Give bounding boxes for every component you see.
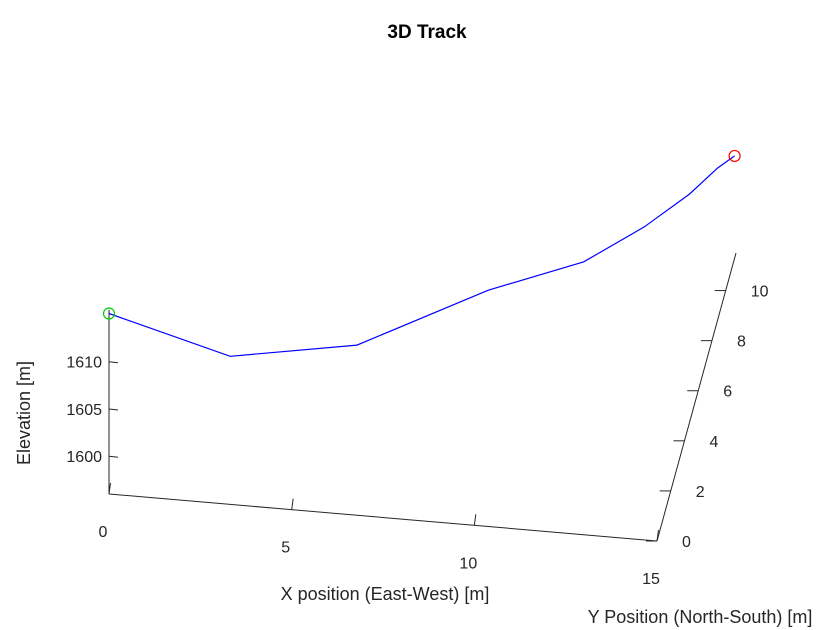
z-tick-label: 1610 — [66, 355, 102, 372]
y-tick-label: 10 — [751, 284, 769, 301]
axes — [108, 252, 737, 542]
z-tick-mark — [108, 361, 119, 364]
y-tick-label: 6 — [723, 384, 732, 401]
x-tick-label: 10 — [459, 555, 477, 572]
x-tick-mark — [291, 498, 294, 510]
y-tick-label: 2 — [696, 484, 705, 501]
z-tick-label: 1600 — [66, 449, 102, 466]
z-axis-label: Elevation [m] — [14, 361, 34, 465]
chart-title: 3D Track — [387, 22, 467, 43]
y-tick-label: 0 — [682, 534, 691, 551]
track-line — [108, 155, 735, 357]
y-tick-label: 4 — [709, 434, 718, 451]
z-tick-mark — [108, 455, 119, 458]
z-tick-mark — [108, 408, 119, 411]
x-tick-mark — [656, 529, 659, 542]
y-tick-label: 8 — [737, 334, 746, 351]
y-axis-line — [656, 252, 737, 542]
plot-area — [102, 149, 741, 357]
x-tick-mark — [108, 482, 111, 495]
x-tick-label: 5 — [281, 540, 290, 557]
end-marker — [728, 149, 741, 163]
ticks: 0 5 10 15 0 2 4 6 8 10 1600 1605 1610 — [66, 284, 768, 588]
x-axis-label: X position (East-West) [m] — [281, 584, 490, 604]
z-tick-label: 1605 — [66, 402, 102, 419]
x-axis-line — [108, 493, 658, 542]
x-tick-label: 15 — [642, 571, 660, 588]
x-tick-label: 0 — [99, 524, 108, 541]
x-tick-mark — [473, 514, 477, 526]
start-marker — [102, 307, 116, 320]
y-axis-label: Y Position (North-South) [m] — [588, 607, 813, 627]
